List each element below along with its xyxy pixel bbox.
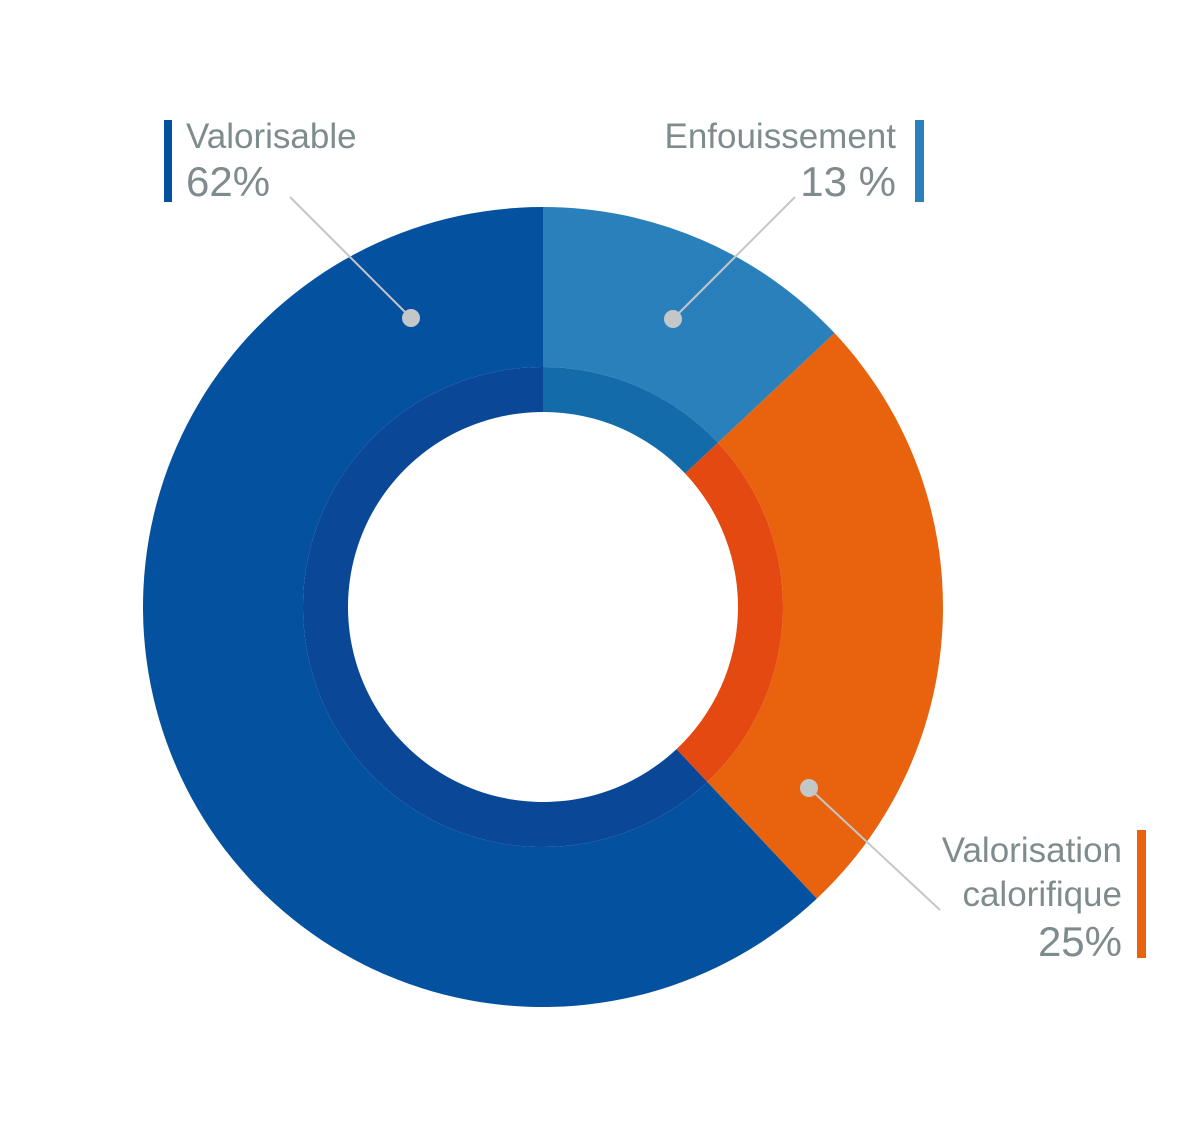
label-enfouissement: Enfouissement 13 % (664, 117, 924, 205)
label-name-line2-valorisation-calorifique: calorifique (962, 875, 1122, 914)
leader-dot-valorisable (402, 309, 420, 327)
label-bar-enfouissement (915, 120, 924, 202)
label-valorisable: Valorisable 62% (164, 117, 357, 205)
label-value-valorisable: 62% (186, 158, 270, 205)
slice-inner-band-enfouissement (543, 367, 718, 474)
leader-line-valorisation-calorifique (808, 787, 941, 911)
label-bar-valorisable (164, 120, 172, 202)
slice-enfouissement (543, 207, 835, 443)
label-valorisation-calorifique: Valorisation calorifique 25% (942, 830, 1146, 965)
label-name-line1-valorisation-calorifique: Valorisation (942, 831, 1122, 870)
leader-dot-valorisation-calorifique (800, 779, 818, 797)
label-value-enfouissement: 13 % (800, 158, 896, 205)
slice-inner-band-valorisable (302, 367, 708, 847)
slices-group (142, 207, 943, 1007)
slice-valorisation-calorifique (707, 333, 943, 899)
label-name-enfouissement: Enfouissement (664, 117, 896, 156)
label-bar-valorisation-calorifique (1137, 830, 1146, 958)
label-name-valorisable: Valorisable (186, 117, 357, 156)
leader-line-valorisable (289, 196, 412, 319)
leader-line-enfouissement (672, 196, 796, 320)
label-value-valorisation-calorifique: 25% (1038, 918, 1122, 965)
leader-dot-enfouissement (664, 310, 682, 328)
leaders-group (289, 196, 941, 911)
slice-inner-band-valorisation-calorifique (676, 442, 783, 782)
slice-valorisable (142, 207, 817, 1007)
